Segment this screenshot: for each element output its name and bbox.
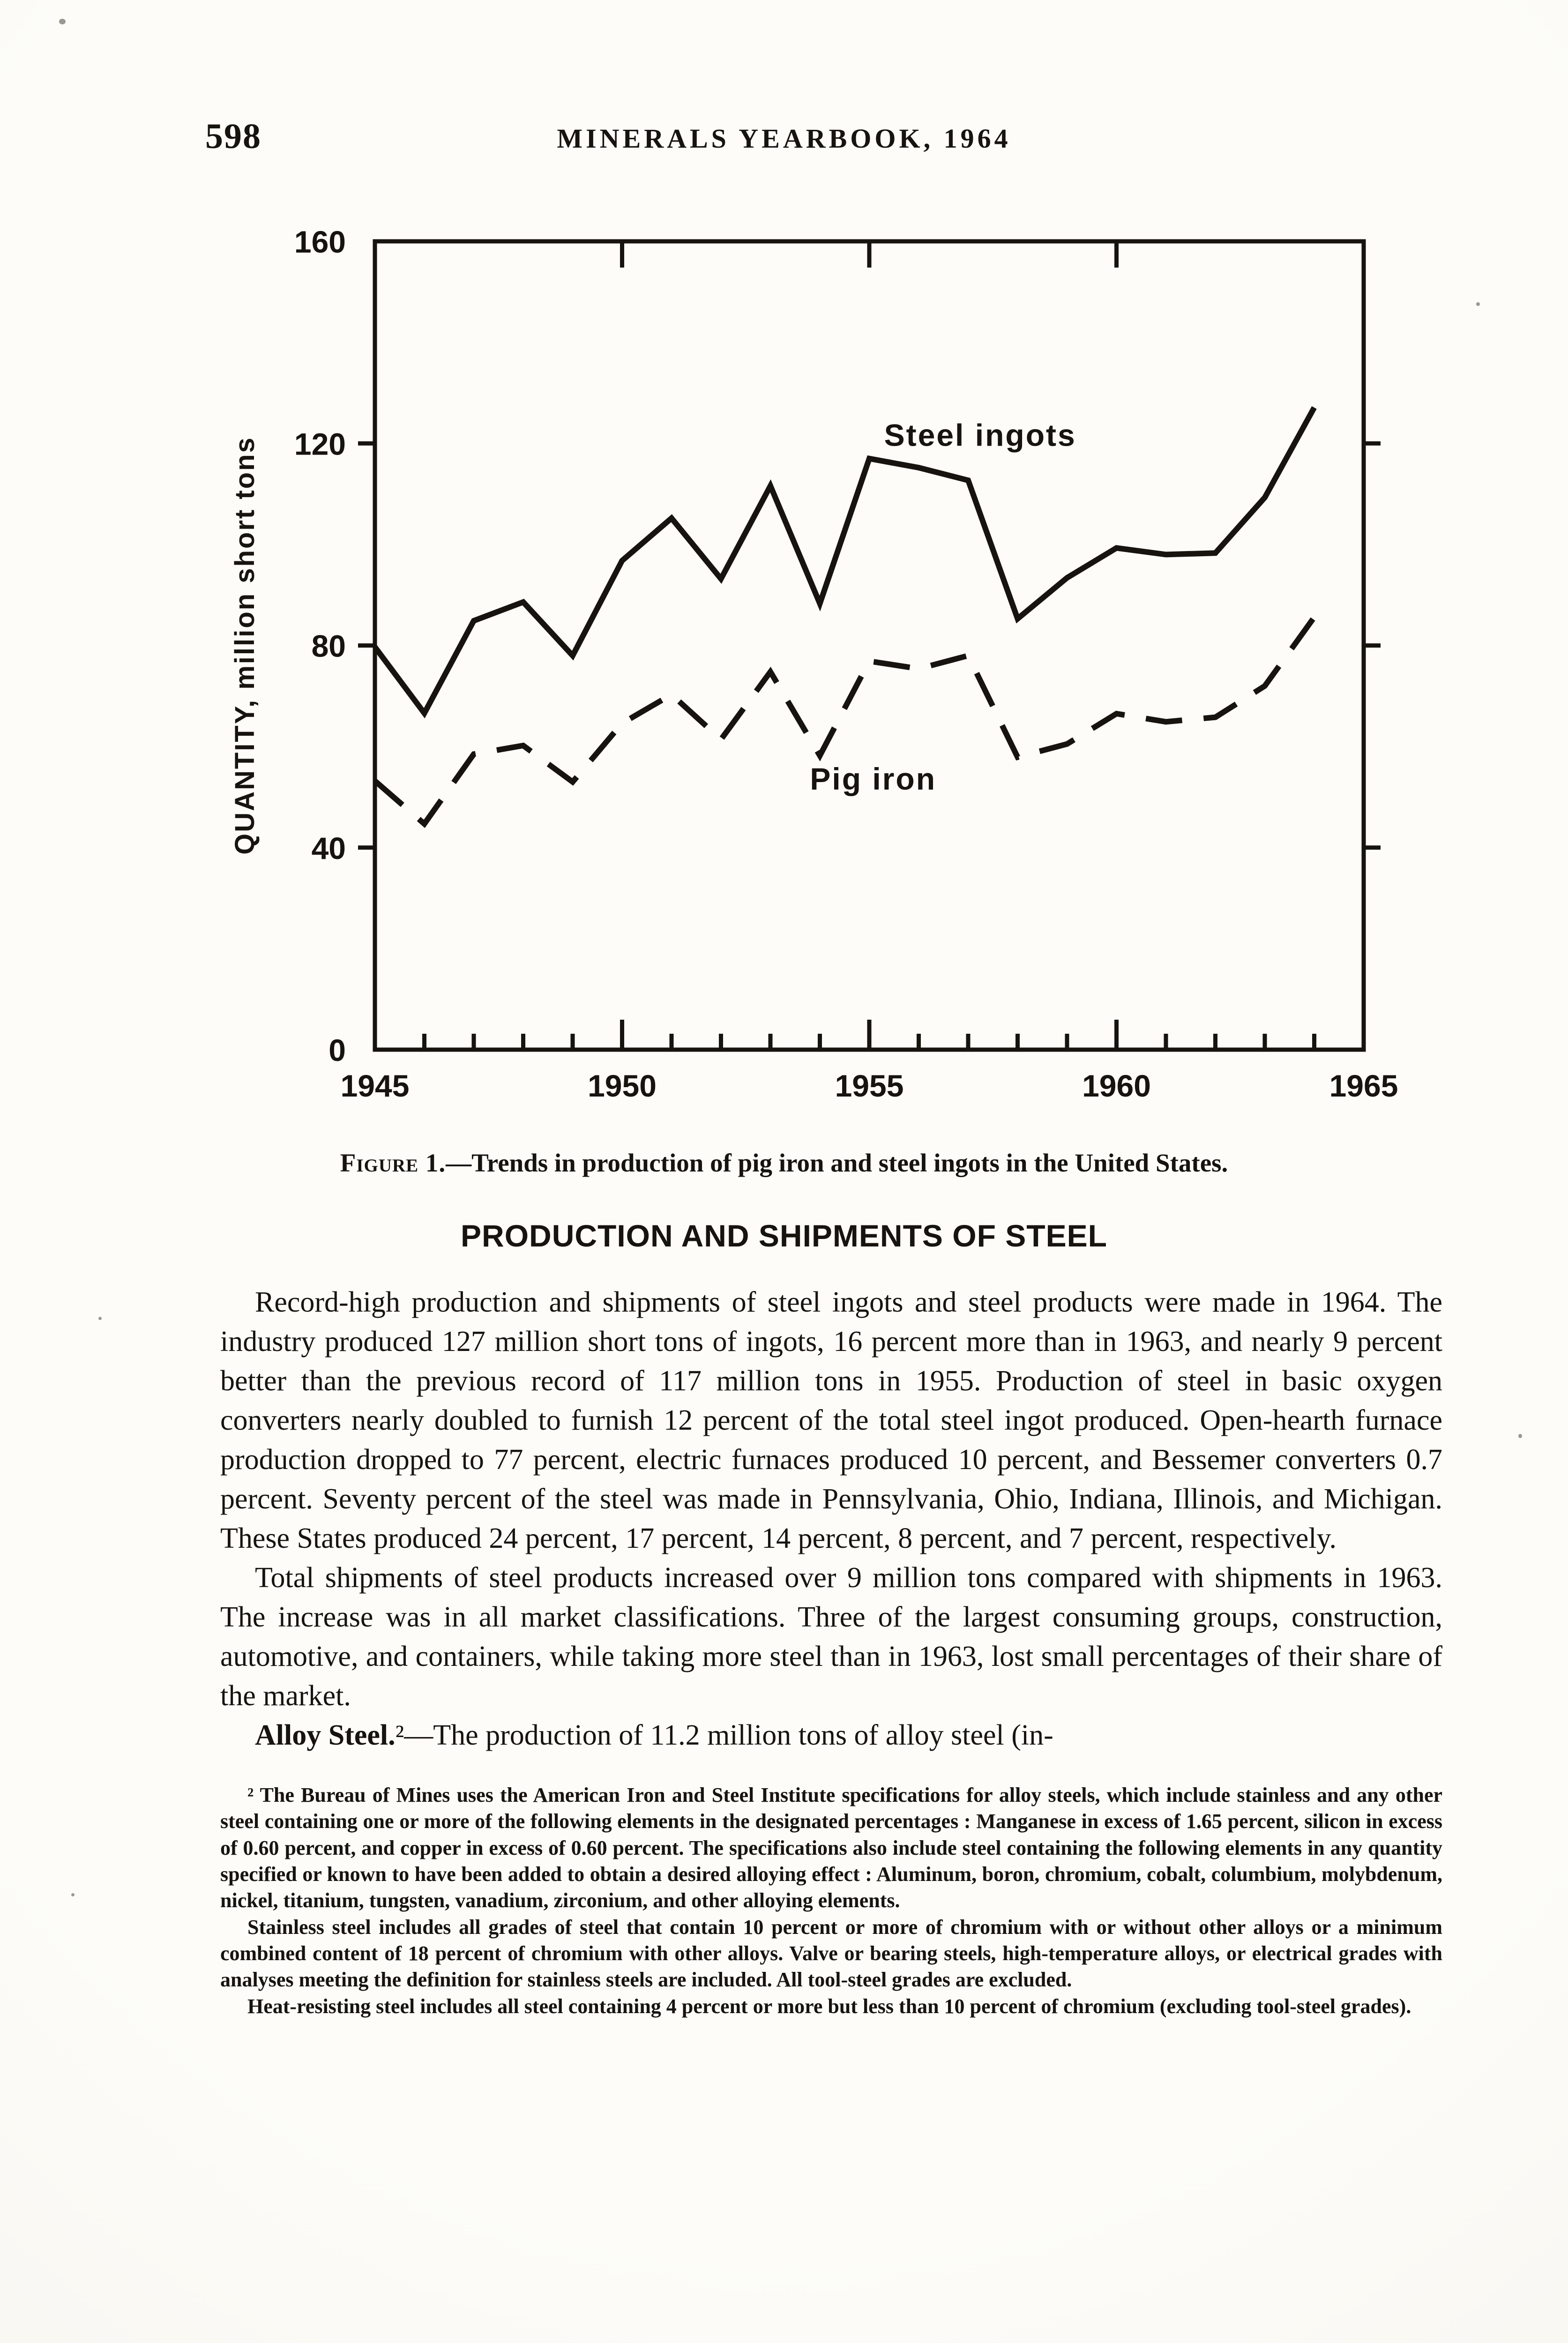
scan-speck: [1518, 1434, 1522, 1438]
scan-speck: [59, 19, 66, 24]
footnote-paragraph-specifications: ² The Bureau of Mines uses the American …: [220, 1783, 1442, 1912]
footnote-block: ² The Bureau of Mines uses the American …: [220, 1782, 1442, 2020]
page-header: 598 MINERALS YEARBOOK, 1964: [0, 0, 1568, 187]
svg-text:0: 0: [329, 1033, 346, 1067]
svg-text:Pig iron: Pig iron: [810, 761, 936, 796]
scan-speck: [71, 1893, 75, 1896]
svg-text:80: 80: [312, 629, 346, 664]
running-head: MINERALS YEARBOOK, 1964: [557, 123, 1011, 154]
alloy-steel-rest: ²—The production of 11.2 million tons of…: [395, 1719, 1053, 1751]
scan-speck: [98, 1317, 102, 1320]
alloy-steel-lead: Alloy Steel.: [255, 1719, 396, 1751]
svg-text:Steel ingots: Steel ingots: [884, 418, 1076, 453]
page-number: 598: [205, 117, 261, 156]
body-paragraph-alloy: Alloy Steel.²—The production of 11.2 mil…: [220, 1716, 1442, 1755]
svg-text:40: 40: [312, 831, 346, 866]
figure-caption: Figure 1.—Trends in production of pig ir…: [66, 1148, 1502, 1178]
body-paragraph-shipments: Total shipments of steel products increa…: [220, 1562, 1442, 1712]
svg-text:120: 120: [294, 426, 346, 461]
svg-text:1965: 1965: [1329, 1068, 1398, 1103]
svg-text:1955: 1955: [835, 1068, 904, 1103]
body-paragraph-record: Record-high production and shipments of …: [220, 1286, 1442, 1554]
svg-text:160: 160: [294, 224, 346, 259]
svg-text:1950: 1950: [588, 1068, 657, 1103]
body-text: Record-high production and shipments of …: [220, 1283, 1442, 2020]
scan-speck: [1476, 302, 1480, 306]
section-heading: PRODUCTION AND SHIPMENTS OF STEEL: [461, 1218, 1107, 1253]
svg-text:QUANTITY, million short tons: QUANTITY, million short tons: [230, 436, 260, 855]
footnote-paragraph-heat-resisting: Heat-resisting steel includes all steel …: [247, 1994, 1411, 2018]
svg-text:1960: 1960: [1082, 1068, 1151, 1103]
svg-text:1945: 1945: [341, 1068, 410, 1103]
footnote-paragraph-stainless: Stainless steel includes all grades of s…: [220, 1915, 1442, 1992]
figure-chart: 0 40 80 120 160 1945 1950 1955 1960 1965 QUANTITY,…: [230, 224, 1398, 1103]
figure-caption-label: Figure 1.: [340, 1149, 446, 1177]
figure-caption-text: —Trends in production of pig iron and st…: [446, 1149, 1228, 1177]
